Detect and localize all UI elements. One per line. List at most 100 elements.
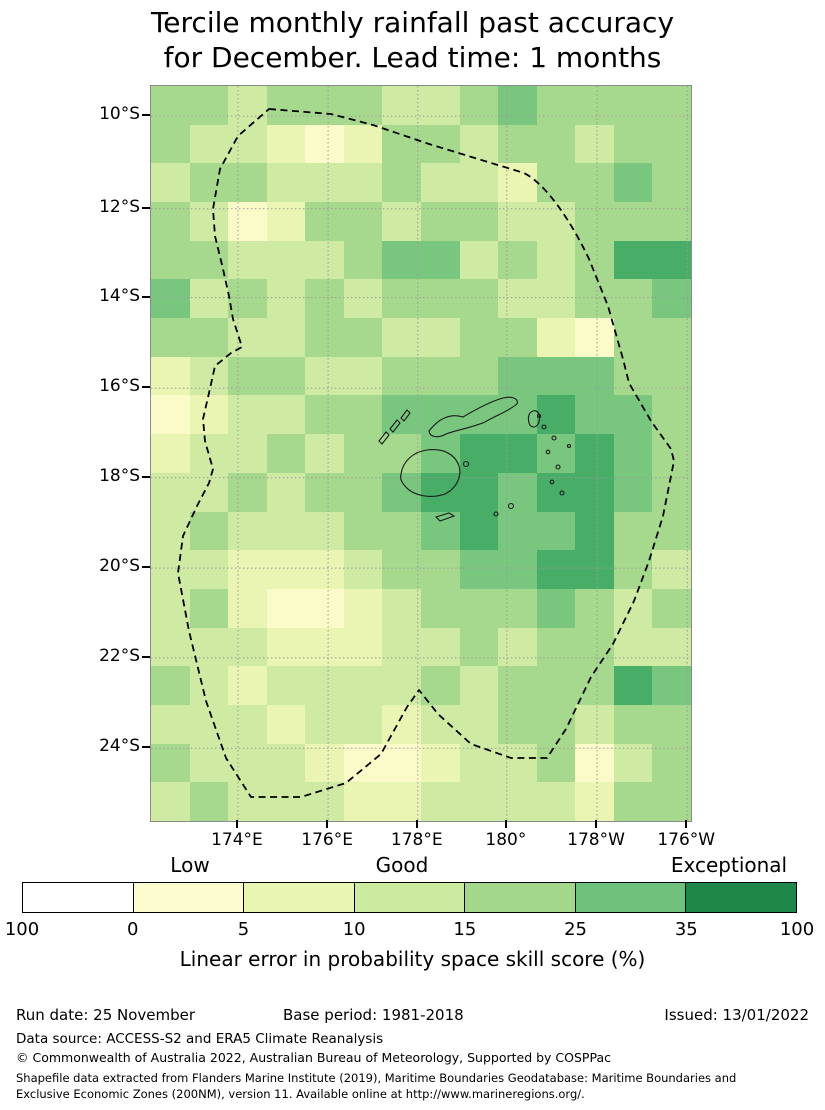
raster-cell	[421, 588, 460, 628]
raster-cell	[189, 163, 229, 203]
raster-cell	[421, 395, 460, 435]
raster-cell	[343, 318, 383, 357]
raster-cell	[343, 163, 383, 203]
y-tick-mark	[142, 746, 150, 749]
raster-cell	[343, 704, 383, 744]
raster-cell	[266, 550, 306, 589]
y-axis-label: 12°S	[99, 196, 140, 217]
raster-cell	[151, 279, 190, 319]
raster-cell	[228, 666, 267, 705]
raster-cell	[343, 356, 383, 396]
raster-cell	[536, 627, 576, 667]
raster-cell	[575, 240, 614, 280]
raster-cell	[228, 627, 267, 667]
raster-cell	[228, 124, 267, 164]
raster-cell	[266, 743, 306, 783]
raster-cell	[536, 124, 576, 164]
lau-island-outline	[559, 490, 565, 496]
ovalau-outline	[462, 460, 470, 468]
raster-cell	[382, 240, 421, 280]
raster-cell	[613, 163, 653, 203]
raster-cell	[536, 782, 576, 821]
data-source: Data source: ACCESS-S2 and ERA5 Climate …	[16, 1031, 384, 1047]
colorbar-tick-label: 15	[453, 919, 477, 940]
eez-boundary-line	[177, 108, 675, 798]
y-tick-mark	[142, 386, 150, 389]
map-overlay	[151, 86, 691, 821]
raster-cell	[459, 318, 499, 357]
raster-cell	[382, 86, 421, 125]
raster-cell	[266, 627, 306, 667]
raster-cell	[652, 318, 691, 357]
x-axis-label: 180°	[485, 830, 527, 850]
raster-cell	[151, 588, 190, 628]
raster-cell	[421, 782, 460, 821]
raster-cell	[498, 704, 537, 744]
raster-cell	[382, 318, 421, 357]
raster-cell	[151, 704, 190, 744]
raster-cell	[498, 627, 537, 667]
raster-cell	[613, 627, 653, 667]
run-date: Run date: 25 November	[16, 1006, 196, 1024]
x-tick-mark	[326, 820, 329, 828]
yasawa-islands-outline	[378, 431, 390, 445]
raster-cell	[305, 279, 344, 319]
raster-cell	[343, 240, 383, 280]
y-axis-label: 24°S	[99, 736, 140, 757]
taveuni-outline	[527, 410, 541, 428]
colorbar-segment	[132, 883, 244, 912]
raster-cell	[613, 743, 653, 783]
raster-cell	[575, 86, 614, 125]
raster-cell	[189, 395, 229, 435]
raster-cell	[575, 163, 614, 203]
raster-cell	[421, 163, 460, 203]
lau-island-outline	[541, 424, 547, 430]
raster-cell	[266, 588, 306, 628]
raster-cell	[189, 550, 229, 589]
raster-cell	[421, 356, 460, 396]
raster-cell	[266, 124, 306, 164]
kadavu-outline	[434, 512, 456, 522]
raster-cell	[228, 588, 267, 628]
raster-cell	[421, 550, 460, 589]
colorbar-tick-label: 5	[237, 919, 250, 940]
raster-cell	[498, 163, 537, 203]
raster-cell	[498, 550, 537, 589]
raster-cell	[151, 434, 190, 473]
raster-cell	[652, 86, 691, 125]
raster-cell	[498, 318, 537, 357]
raster-cell	[228, 318, 267, 357]
raster-cell	[613, 86, 653, 125]
colorbar-tick-label: 10	[342, 919, 366, 940]
raster-cell	[613, 511, 653, 551]
raster-cell	[266, 163, 306, 203]
raster-cell	[498, 782, 537, 821]
raster-cell	[189, 511, 229, 551]
raster-cell	[575, 588, 614, 628]
raster-cell	[421, 627, 460, 667]
raster-cell	[575, 782, 614, 821]
raster-cell	[498, 472, 537, 512]
raster-cell	[305, 743, 344, 783]
raster-cell	[151, 124, 190, 164]
raster-cell	[189, 588, 229, 628]
raster-cell	[151, 743, 190, 783]
raster-cell	[228, 511, 267, 551]
raster-cell	[459, 588, 499, 628]
small-island-outline	[493, 511, 499, 517]
raster-cell	[266, 704, 306, 744]
raster-cell	[189, 124, 229, 164]
raster-cell	[228, 356, 267, 396]
title-line-2: for December. Lead time: 1 months	[163, 41, 662, 74]
raster-cell	[305, 588, 344, 628]
raster-cell	[305, 782, 344, 821]
raster-cell	[343, 550, 383, 589]
raster-cell	[575, 356, 614, 396]
raster-cell	[536, 240, 576, 280]
raster-cell	[613, 666, 653, 705]
raster-cell	[343, 782, 383, 821]
raster-cell	[652, 782, 691, 821]
raster-cell	[498, 202, 537, 241]
raster-cell	[382, 434, 421, 473]
